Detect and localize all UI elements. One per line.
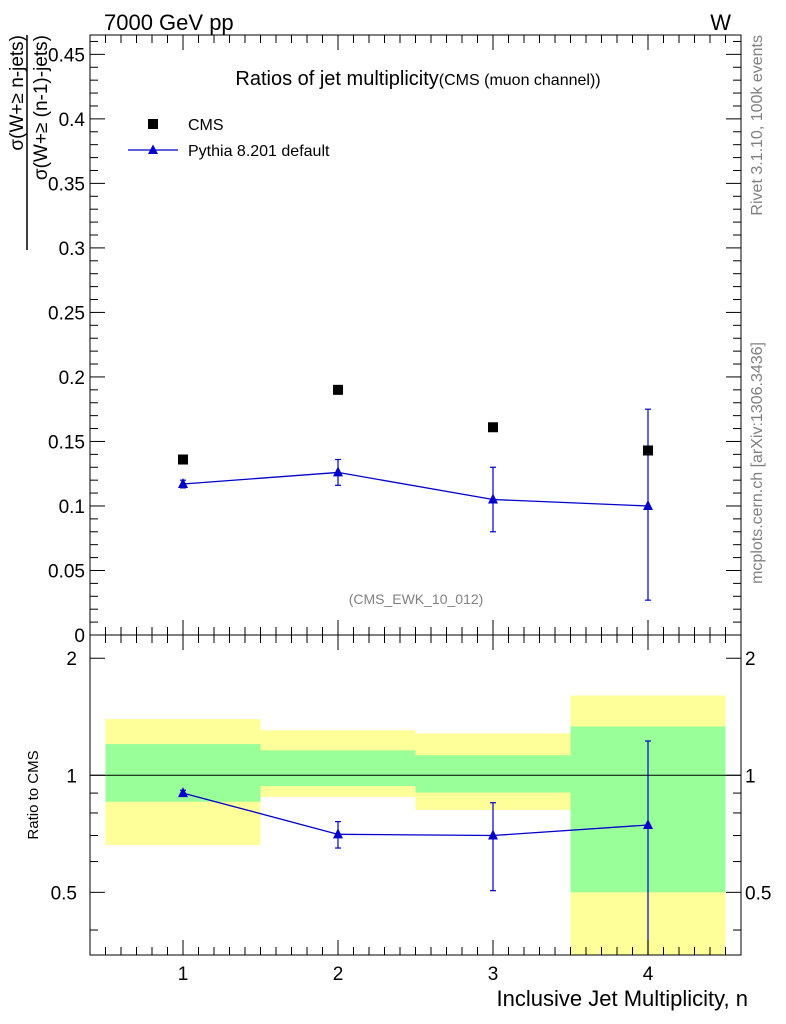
ratio-series-line [182, 792, 649, 837]
legend-pythia-label: Pythia 8.201 default [188, 143, 330, 160]
rivet-label: Rivet 3.1.10, 100k events [749, 35, 766, 216]
process-label: W [710, 10, 731, 35]
ratio-point [488, 829, 498, 840]
main-y-ticks: 0 0.05 0.1 0.15 0.2 0.25 0.3 0.35 0.4 0.45 [48, 40, 741, 647]
ratio-y-tick-label-left: 1 [66, 766, 77, 787]
cms-point [333, 384, 343, 395]
main-y-tick-label: 0.05 [48, 561, 85, 582]
legend-cms-label: CMS [188, 117, 224, 134]
plot-title: Ratios of jet multiplicity(CMS (muon cha… [235, 68, 600, 90]
x-axis-label: Inclusive Jet Multiplicity, n [497, 986, 748, 1011]
ratio-y-tick-label-left: 2 [66, 649, 77, 670]
ratio-panel: 0.5 0.5 1 1 2 2 1 2 3 4 Ratio to CMS Inclusive J… [25, 634, 771, 1011]
x-tick-label: 4 [643, 964, 654, 985]
analysis-watermark: (CMS_EWK_10_012) [349, 591, 484, 607]
ratio-y-tick-label-left: 0.5 [51, 883, 77, 904]
pythia-series-line [182, 471, 649, 507]
ratio-y-tick-label-right: 2 [745, 649, 756, 670]
main-y-tick-label: 0.25 [48, 303, 85, 324]
energy-label: 7000 GeV pp [104, 10, 234, 35]
legend-cms-marker [148, 119, 158, 129]
ratio-inner-band [415, 755, 571, 793]
pythia-point [333, 466, 343, 477]
main-ylabel-numerator: σ(W+≥ n-jets) [7, 35, 28, 151]
main-y-tick-label: 0.3 [59, 239, 85, 260]
ratio-ylabel: Ratio to CMS [25, 750, 42, 839]
main-series [178, 384, 653, 601]
main-y-tick-label: 0.2 [59, 368, 85, 389]
main-panel: 0 0.05 0.1 0.15 0.2 0.25 0.3 0.35 0.4 0.45 Ratios… [7, 34, 742, 647]
ratio-point [178, 787, 188, 798]
plot-title-sub: (CMS (muon channel)) [439, 72, 601, 89]
pythia-point [643, 499, 653, 510]
main-y-tick-label: 0.35 [48, 174, 85, 195]
main-y-tick-label: 0.15 [48, 432, 85, 453]
cms-point [643, 445, 653, 456]
pythia-point [178, 478, 188, 489]
mcplots-label: mcplots.cern.ch [arXiv:1306.3436] [749, 342, 766, 584]
main-ylabel-denominator: σ(W+≥ (n-1)-jets) [31, 35, 52, 180]
ratio-point [643, 818, 653, 829]
main-x-ticks [105, 35, 726, 635]
main-y-tick-label: 0.45 [48, 45, 85, 66]
ratio-y-ticks: 0.5 0.5 1 1 2 2 [51, 649, 771, 931]
x-tick-label: 3 [488, 964, 499, 985]
main-y-tick-label: 0 [74, 626, 85, 647]
cms-point [178, 454, 188, 465]
cms-point [488, 422, 498, 433]
x-tick-label: 1 [178, 964, 189, 985]
ratio-x-ticks: 1 2 3 4 [105, 635, 726, 985]
ratio-point [333, 828, 343, 839]
ratio-series [178, 740, 653, 955]
legend-pythia-marker [148, 144, 158, 154]
x-tick-label: 2 [333, 964, 344, 985]
ratio-inner-band [260, 750, 416, 787]
main-y-tick-label: 0.1 [59, 497, 85, 518]
ratio-y-tick-label-right: 1 [745, 766, 756, 787]
legend: CMS Pythia 8.201 default [128, 117, 330, 160]
ratio-y-tick-label-right: 0.5 [745, 883, 771, 904]
ratio-bands [105, 695, 726, 955]
pythia-point [488, 493, 498, 504]
main-y-tick-label: 0.4 [59, 110, 86, 131]
plot-title-main: Ratios of jet multiplicity [235, 68, 438, 90]
